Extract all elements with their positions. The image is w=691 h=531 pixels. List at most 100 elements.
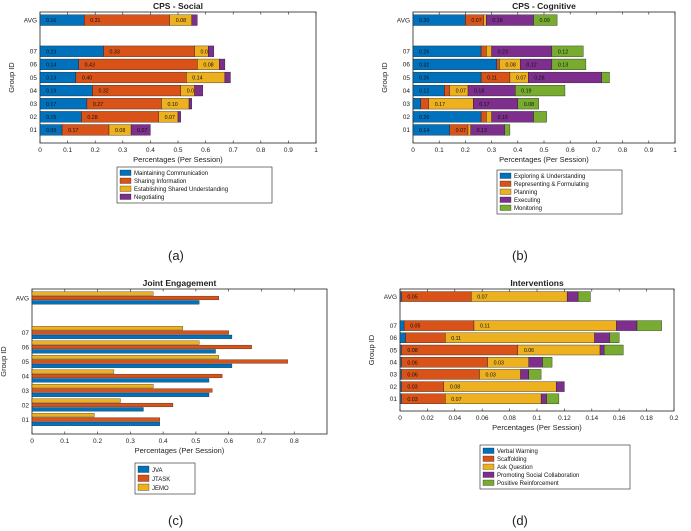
data-label: 0.26: [419, 49, 429, 55]
legend-swatch: [119, 185, 132, 192]
x-tick-label: 0.5: [539, 147, 548, 154]
legend-entry: Negotiating: [134, 195, 164, 201]
caption-d: (d): [512, 513, 528, 528]
bar-segment: [609, 332, 620, 343]
data-label: 0.17: [435, 102, 445, 108]
legend: Maintaining Communication Sharing Informa…: [116, 166, 273, 204]
legend-entry: Representing & Formulating: [514, 182, 589, 188]
y-axis-label: Group ID: [7, 62, 16, 93]
x-tick-label: 0.18: [640, 415, 653, 422]
bar-segment: [130, 124, 151, 136]
y-tick-label: 07: [30, 49, 38, 56]
bar-segment: [601, 71, 610, 84]
y-tick-label: 03: [403, 101, 411, 108]
bar-segment: [399, 320, 405, 331]
bar: [31, 392, 210, 397]
x-tick-label: 0.9: [644, 147, 653, 154]
data-label: 0.33: [109, 49, 119, 55]
x-tick-label: 0: [398, 415, 402, 422]
x-tick-label: 0.5: [173, 147, 182, 154]
legend: JVA JTASK JEMO: [134, 462, 196, 495]
caption-c: (c): [168, 513, 184, 528]
x-tick-label: 0.2: [91, 147, 100, 154]
bar-segment: [566, 291, 579, 302]
y-tick-label: 03: [22, 388, 30, 395]
x-tick-label: 0: [38, 147, 42, 154]
data-label: 0.26: [419, 76, 429, 82]
bar-segment: [616, 320, 638, 331]
data-label: 0.07: [451, 397, 461, 403]
data-label: 0.16: [46, 18, 56, 24]
x-tick-label: 0.4: [513, 147, 522, 154]
bar-segment: [496, 58, 500, 70]
x-tick-label: 0.2: [461, 147, 470, 154]
legend-box: [496, 169, 623, 215]
bar-segment: [399, 291, 402, 302]
data-label: 0.20: [419, 18, 429, 24]
data-label: 0.07: [471, 18, 481, 24]
y-tick-label: 05: [22, 359, 30, 366]
legend-entry: Ask Question: [497, 465, 533, 471]
y-tick-label: 04: [403, 88, 411, 95]
bar-segment: [542, 357, 553, 368]
data-label: 0.43: [85, 63, 95, 69]
data-label: 0.18: [492, 18, 502, 24]
data-label: 0.32: [419, 63, 429, 69]
x-tick-label: 0.5: [191, 438, 200, 445]
legend-swatch: [482, 479, 495, 486]
data-label: 0.19: [46, 89, 56, 95]
legend-entry: Executing: [514, 198, 540, 204]
bar-segment: [551, 45, 584, 57]
bar: [31, 373, 223, 379]
bar-segment: [540, 393, 547, 404]
legend-entry: Verbal Warning: [497, 449, 538, 455]
x-tick-label: 0.7: [229, 147, 238, 154]
y-tick-label: 05: [30, 75, 38, 82]
chart-title: Joint Engagement: [143, 278, 217, 288]
bar-segment: [444, 85, 450, 97]
y-axis-label: Group ID: [0, 346, 8, 377]
data-label: 0.07: [456, 128, 466, 134]
bar-segment: [483, 14, 487, 26]
data-label: 0.28: [534, 76, 544, 82]
bar-segment: [177, 111, 181, 123]
legend-swatch: [119, 169, 132, 176]
data-label: 0.08: [46, 128, 56, 134]
bar-segment: [78, 58, 198, 70]
bar: [31, 417, 160, 422]
bar: [31, 421, 160, 426]
data-label: 0.17: [68, 128, 78, 134]
bar-segment: [399, 357, 402, 368]
x-axis-label: Percentages (Per Session): [499, 155, 589, 164]
x-tick-label: 0.6: [224, 438, 233, 445]
bar: [31, 300, 200, 305]
data-label: 0.26: [419, 115, 429, 121]
bar: [31, 295, 219, 301]
y-tick-label: AVG: [384, 294, 397, 301]
bar-segment: [528, 357, 543, 368]
legend-entry: Monitoring: [514, 206, 542, 212]
data-label: 0.07: [456, 89, 466, 95]
data-label: 0.08: [203, 63, 213, 69]
x-tick-label: 0.8: [618, 147, 627, 154]
legend-entry: Exploring & Understanding: [514, 174, 585, 180]
bar-segment: [603, 344, 624, 356]
data-label: 0.08: [505, 63, 515, 69]
bar: [31, 344, 252, 350]
bar-segment: [533, 14, 558, 26]
data-label: 0.32: [98, 89, 108, 95]
bar-segment: [399, 332, 406, 343]
bar-segment: [445, 332, 595, 343]
data-label: 0.05: [410, 324, 420, 330]
x-tick-label: 0.8: [290, 438, 299, 445]
chart-c: Joint Engagement 0 0.1 0.2 0.3 0.4 0.5 0.6 0.7 0.…: [0, 278, 328, 495]
y-tick-label: 04: [22, 373, 30, 380]
data-label: 0.16: [498, 115, 508, 121]
data-label: 0.07: [477, 295, 487, 301]
bar-segment: [399, 369, 402, 380]
bar-segment: [443, 381, 557, 392]
caption-b: (b): [512, 248, 528, 263]
data-label: 0.13: [46, 76, 56, 82]
bar-segment: [577, 291, 591, 302]
